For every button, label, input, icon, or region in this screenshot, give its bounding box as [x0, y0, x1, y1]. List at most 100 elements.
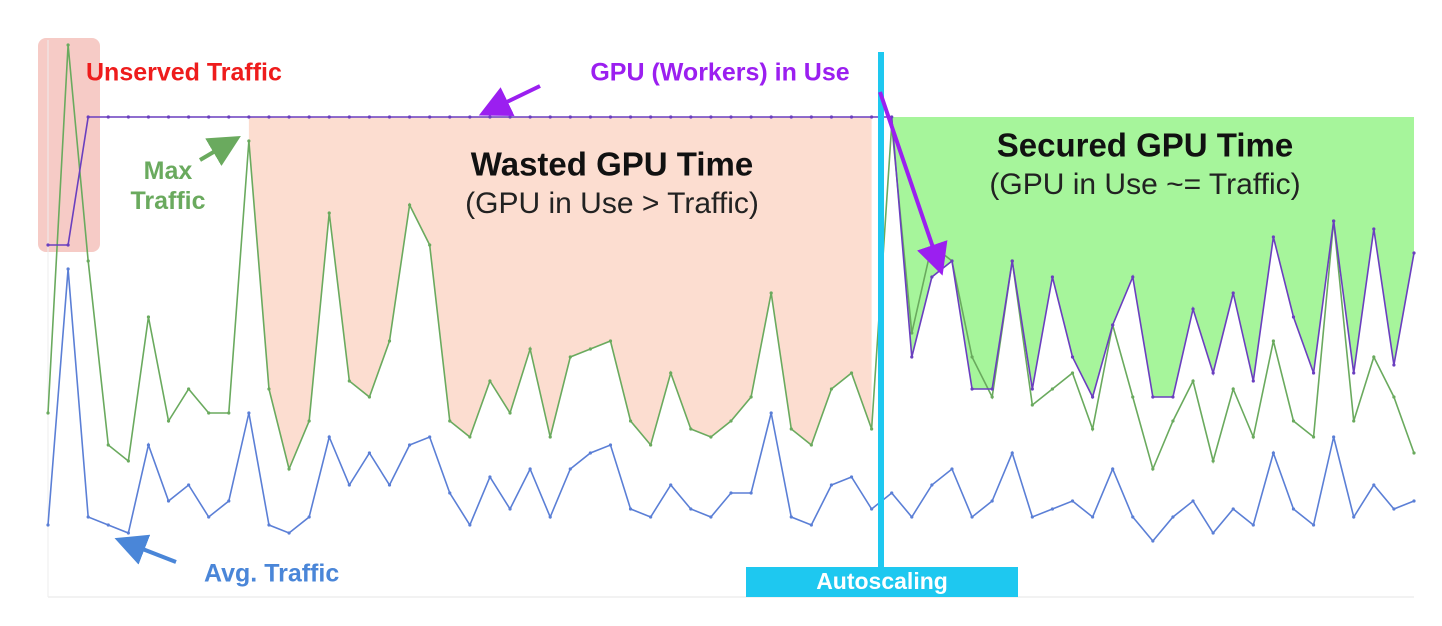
point	[789, 427, 793, 431]
point	[307, 115, 311, 119]
point	[448, 115, 452, 119]
point	[146, 443, 151, 447]
point	[488, 379, 492, 383]
point	[709, 115, 713, 119]
point	[729, 491, 733, 495]
point	[488, 475, 492, 479]
point	[990, 387, 994, 391]
point	[528, 467, 532, 471]
point	[729, 419, 733, 423]
point	[1050, 387, 1055, 391]
point	[86, 515, 90, 519]
point	[86, 115, 90, 119]
point	[1171, 515, 1175, 519]
point	[508, 507, 512, 511]
point	[568, 355, 572, 359]
point	[628, 419, 633, 423]
point	[870, 507, 874, 511]
point	[1291, 507, 1296, 511]
point	[207, 515, 211, 519]
point	[1372, 483, 1376, 487]
point	[1352, 515, 1356, 519]
point	[749, 491, 753, 495]
point	[387, 483, 392, 487]
point	[1131, 515, 1135, 519]
point	[568, 115, 572, 119]
point	[1191, 499, 1195, 503]
point	[608, 115, 613, 119]
point	[207, 411, 211, 415]
point	[910, 355, 914, 359]
point	[1372, 227, 1376, 231]
point	[227, 411, 231, 415]
point	[649, 443, 653, 447]
max-arrow	[198, 135, 241, 166]
point	[327, 435, 331, 439]
point	[187, 387, 191, 391]
point	[448, 491, 452, 495]
point	[1211, 459, 1215, 463]
point	[146, 115, 151, 119]
point	[1251, 435, 1255, 439]
point	[1131, 275, 1135, 279]
point	[508, 115, 512, 119]
point	[387, 115, 392, 119]
point	[1050, 275, 1055, 279]
point	[1412, 451, 1416, 455]
unserved-label: Unserved Traffic	[86, 59, 282, 87]
point	[407, 203, 412, 207]
point	[849, 115, 854, 119]
point	[1090, 515, 1095, 519]
point	[1151, 539, 1155, 543]
secured-area	[891, 117, 1414, 397]
point	[950, 467, 954, 471]
point	[428, 115, 432, 119]
point	[789, 115, 793, 119]
point	[46, 243, 50, 247]
point	[1070, 371, 1075, 375]
point	[227, 499, 231, 503]
point	[809, 115, 813, 119]
point	[1231, 291, 1235, 295]
point	[287, 531, 291, 535]
point	[669, 115, 673, 119]
point	[749, 395, 753, 399]
secured-note: (GPU in Use ~= Traffic)	[989, 168, 1300, 201]
point	[367, 451, 372, 455]
point	[829, 483, 834, 487]
point	[910, 515, 914, 519]
point	[1392, 507, 1396, 511]
point	[890, 491, 894, 495]
point	[990, 395, 994, 399]
point	[970, 387, 974, 391]
point	[930, 275, 934, 279]
point	[1070, 355, 1075, 359]
point	[1231, 507, 1235, 511]
point	[649, 115, 653, 119]
point	[849, 475, 854, 479]
point	[769, 411, 773, 415]
point	[1030, 403, 1034, 407]
point	[950, 259, 954, 263]
point	[1090, 395, 1095, 399]
point	[267, 523, 271, 527]
point	[870, 427, 874, 431]
point	[870, 115, 874, 119]
point	[1392, 395, 1396, 399]
point	[1151, 467, 1155, 471]
point	[1311, 523, 1316, 527]
point	[769, 115, 773, 119]
point	[468, 523, 472, 527]
unserved-box	[38, 38, 100, 252]
point	[307, 419, 311, 423]
point	[347, 483, 351, 487]
point	[247, 139, 251, 143]
point	[588, 451, 592, 455]
point	[66, 267, 70, 271]
point	[106, 443, 110, 447]
point	[428, 243, 432, 247]
point	[649, 515, 653, 519]
point	[287, 115, 291, 119]
point	[387, 339, 392, 343]
point	[669, 483, 673, 487]
